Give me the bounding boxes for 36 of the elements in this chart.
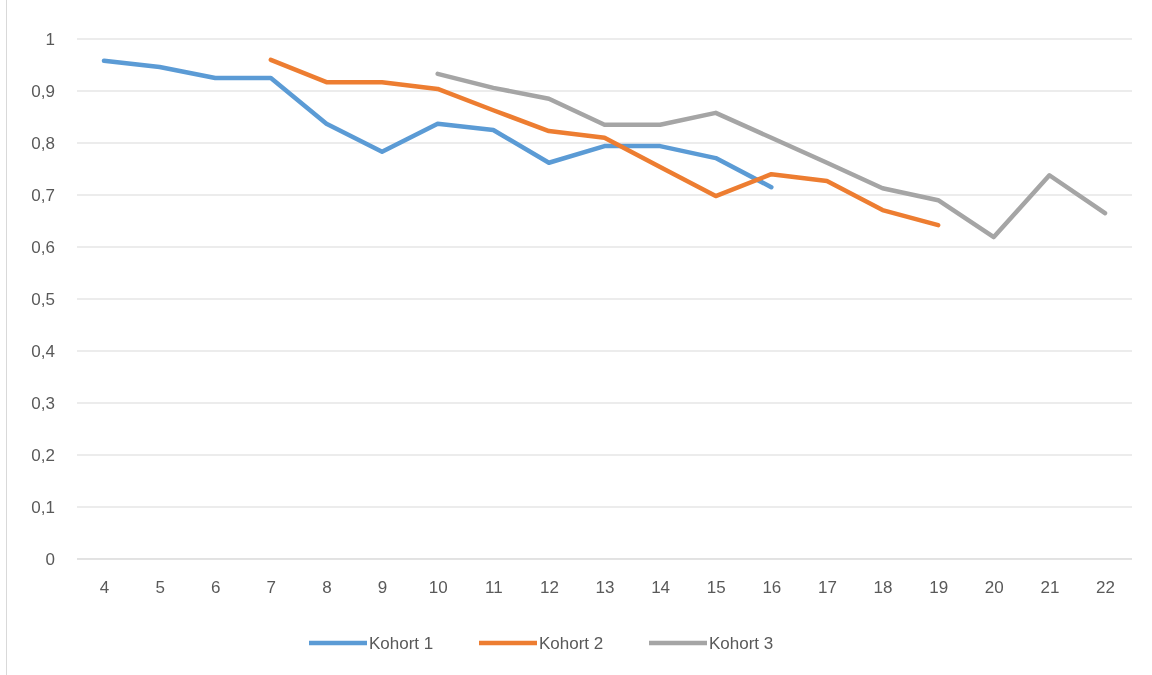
- legend-label: Kohort 1: [369, 634, 434, 653]
- y-tick-label: 0,5: [31, 289, 55, 309]
- y-tick-label: 0,1: [31, 497, 55, 517]
- y-tick-label: 0,9: [31, 81, 55, 101]
- line-series: [435, 71, 1108, 240]
- y-tick-label: 0,8: [31, 133, 55, 153]
- x-tick-label: 15: [706, 578, 726, 598]
- x-tick-label: 19: [929, 578, 949, 598]
- x-tick-label: 14: [651, 578, 671, 598]
- y-tick-label: 0,2: [31, 445, 55, 465]
- x-tick-label: 21: [1040, 578, 1060, 598]
- legend-label: Kohort 3: [709, 634, 774, 653]
- x-tick-label: 8: [322, 578, 332, 598]
- line-series: [268, 57, 941, 228]
- x-tick-label: 16: [762, 578, 782, 598]
- y-tick-label: 0,3: [31, 393, 55, 413]
- x-tick-label: 11: [484, 578, 503, 598]
- y-tick-label: 0: [45, 549, 55, 569]
- y-tick-label: 0,7: [31, 185, 55, 205]
- x-tick-label: 9: [377, 578, 388, 598]
- x-tick-label: 5: [155, 578, 165, 598]
- x-tick-label: 10: [428, 578, 448, 598]
- x-tick-label: 18: [873, 578, 893, 598]
- y-tick-label: 0,4: [31, 341, 55, 361]
- x-tick-label: 13: [595, 578, 615, 598]
- x-tick-label: 4: [99, 578, 110, 598]
- y-tick-label: 0,6: [31, 237, 55, 257]
- x-tick-label: 12: [539, 578, 559, 598]
- x-tick-label: 7: [266, 578, 277, 598]
- y-tick-label: 1: [45, 29, 55, 49]
- line-series: [101, 58, 774, 190]
- x-tick-label: 22: [1096, 578, 1115, 598]
- x-tick-label: 20: [984, 578, 1004, 598]
- x-tick-label: 6: [210, 578, 221, 598]
- legend-label: Kohort 2: [539, 634, 604, 653]
- x-tick-label: 17: [817, 578, 837, 598]
